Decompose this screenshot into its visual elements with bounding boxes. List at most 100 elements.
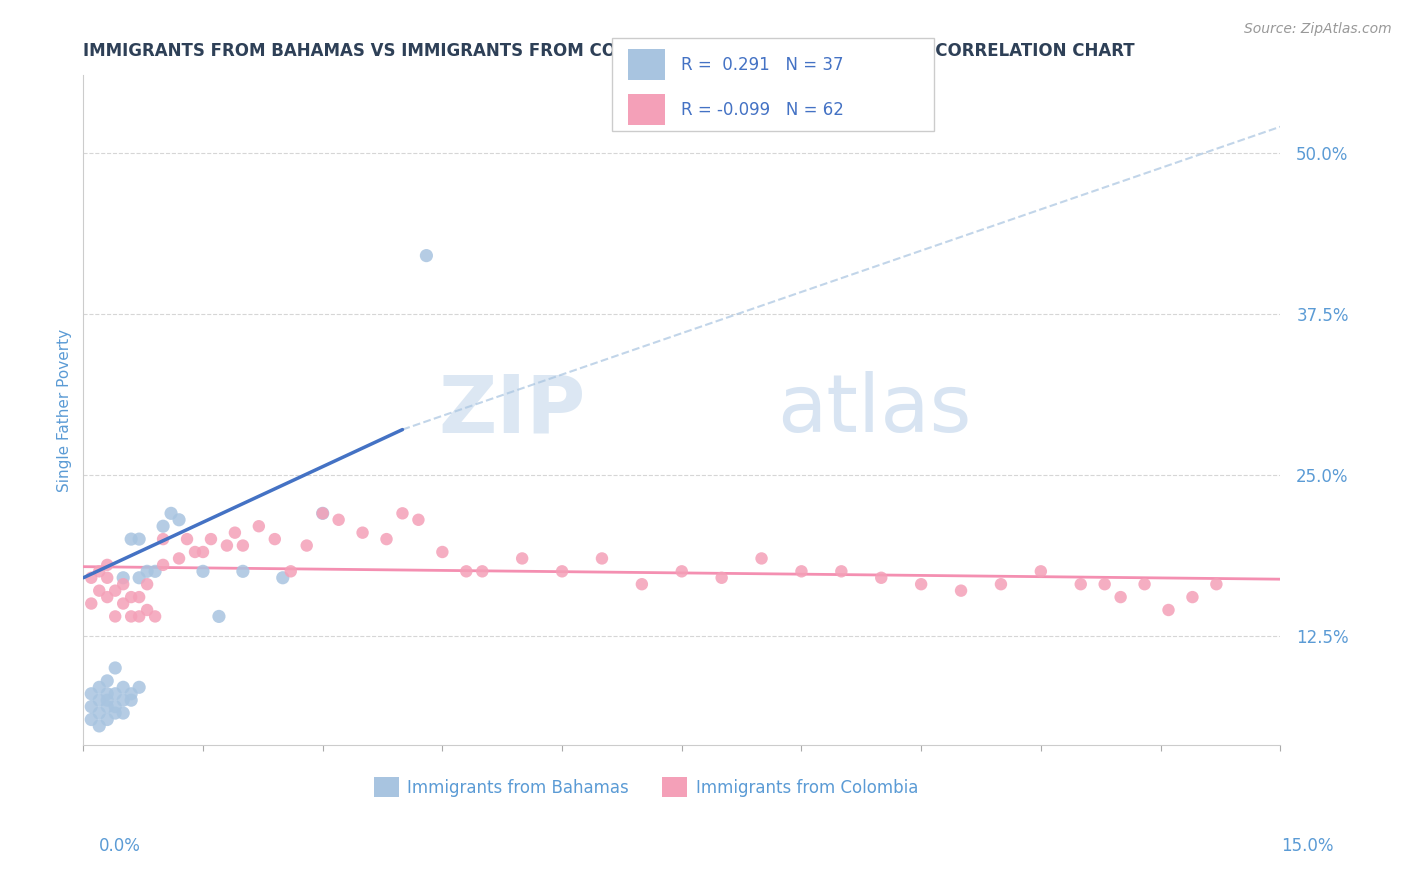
Point <box>1070 577 1092 591</box>
Point <box>143 609 166 624</box>
Point <box>120 687 142 701</box>
Point <box>104 661 127 675</box>
Point <box>120 693 142 707</box>
Point <box>215 539 238 553</box>
Point <box>104 583 127 598</box>
Text: 15.0%: 15.0% <box>1281 837 1334 855</box>
Point <box>152 519 174 533</box>
Point <box>415 249 437 263</box>
Bar <box>628 49 665 80</box>
Point <box>1181 590 1204 604</box>
Point <box>160 506 183 520</box>
Point <box>104 687 127 701</box>
Text: atlas: atlas <box>778 371 972 450</box>
Text: IMMIGRANTS FROM BAHAMAS VS IMMIGRANTS FROM COLOMBIA SINGLE FATHER POVERTY CORREL: IMMIGRANTS FROM BAHAMAS VS IMMIGRANTS FR… <box>83 42 1135 60</box>
Point <box>1094 577 1116 591</box>
Point <box>96 571 118 585</box>
Point <box>89 706 111 720</box>
Point <box>89 693 111 707</box>
Point <box>80 571 103 585</box>
Point <box>104 706 127 720</box>
Point <box>232 539 254 553</box>
Point <box>830 564 852 578</box>
Point <box>790 564 813 578</box>
Point <box>176 532 198 546</box>
Point <box>80 713 103 727</box>
Point <box>112 706 135 720</box>
Point <box>136 603 159 617</box>
Point <box>104 699 127 714</box>
Point <box>710 571 733 585</box>
Point <box>128 609 150 624</box>
Point <box>89 681 111 695</box>
Point <box>96 693 118 707</box>
Point <box>167 551 190 566</box>
Point <box>120 609 142 624</box>
Point <box>136 577 159 591</box>
Point <box>671 564 693 578</box>
Point <box>990 577 1012 591</box>
Point <box>104 609 127 624</box>
Point <box>112 577 135 591</box>
Point <box>208 609 231 624</box>
Point <box>271 571 294 585</box>
Point <box>312 506 335 520</box>
Point <box>456 564 478 578</box>
Point <box>432 545 454 559</box>
Text: Source: ZipAtlas.com: Source: ZipAtlas.com <box>1244 22 1392 37</box>
Text: ZIP: ZIP <box>439 371 586 450</box>
Point <box>96 590 118 604</box>
Y-axis label: Single Father Poverty: Single Father Poverty <box>58 328 72 491</box>
Point <box>80 687 103 701</box>
Point <box>224 525 246 540</box>
Point <box>1029 564 1052 578</box>
Point <box>950 583 973 598</box>
Point <box>89 719 111 733</box>
Point <box>96 699 118 714</box>
Point <box>89 564 111 578</box>
Bar <box>628 94 665 125</box>
Point <box>870 571 893 585</box>
Point <box>312 506 335 520</box>
Point <box>80 597 103 611</box>
Point <box>232 564 254 578</box>
Point <box>247 519 270 533</box>
Point <box>184 545 207 559</box>
Point <box>1133 577 1156 591</box>
Point <box>167 513 190 527</box>
Point <box>120 532 142 546</box>
Point <box>112 571 135 585</box>
Point <box>1157 603 1180 617</box>
Point <box>200 532 222 546</box>
Point <box>128 590 150 604</box>
Point <box>89 583 111 598</box>
Point <box>191 545 214 559</box>
Point <box>112 681 135 695</box>
Point <box>136 564 159 578</box>
Point <box>328 513 350 527</box>
FancyBboxPatch shape <box>613 38 934 131</box>
Point <box>510 551 533 566</box>
Text: R = -0.099   N = 62: R = -0.099 N = 62 <box>681 101 844 119</box>
Point <box>128 532 150 546</box>
Point <box>96 713 118 727</box>
Point <box>112 597 135 611</box>
Point <box>910 577 932 591</box>
Point <box>408 513 430 527</box>
Point <box>352 525 374 540</box>
Point <box>1109 590 1132 604</box>
Point <box>96 558 118 572</box>
Point <box>591 551 613 566</box>
Point <box>551 564 574 578</box>
Legend: Immigrants from Bahamas, Immigrants from Colombia: Immigrants from Bahamas, Immigrants from… <box>367 771 925 804</box>
Point <box>128 681 150 695</box>
Point <box>128 571 150 585</box>
Point <box>391 506 413 520</box>
Point <box>96 687 118 701</box>
Point <box>152 532 174 546</box>
Point <box>152 558 174 572</box>
Point <box>96 673 118 688</box>
Point <box>280 564 302 578</box>
Point <box>263 532 285 546</box>
Point <box>143 564 166 578</box>
